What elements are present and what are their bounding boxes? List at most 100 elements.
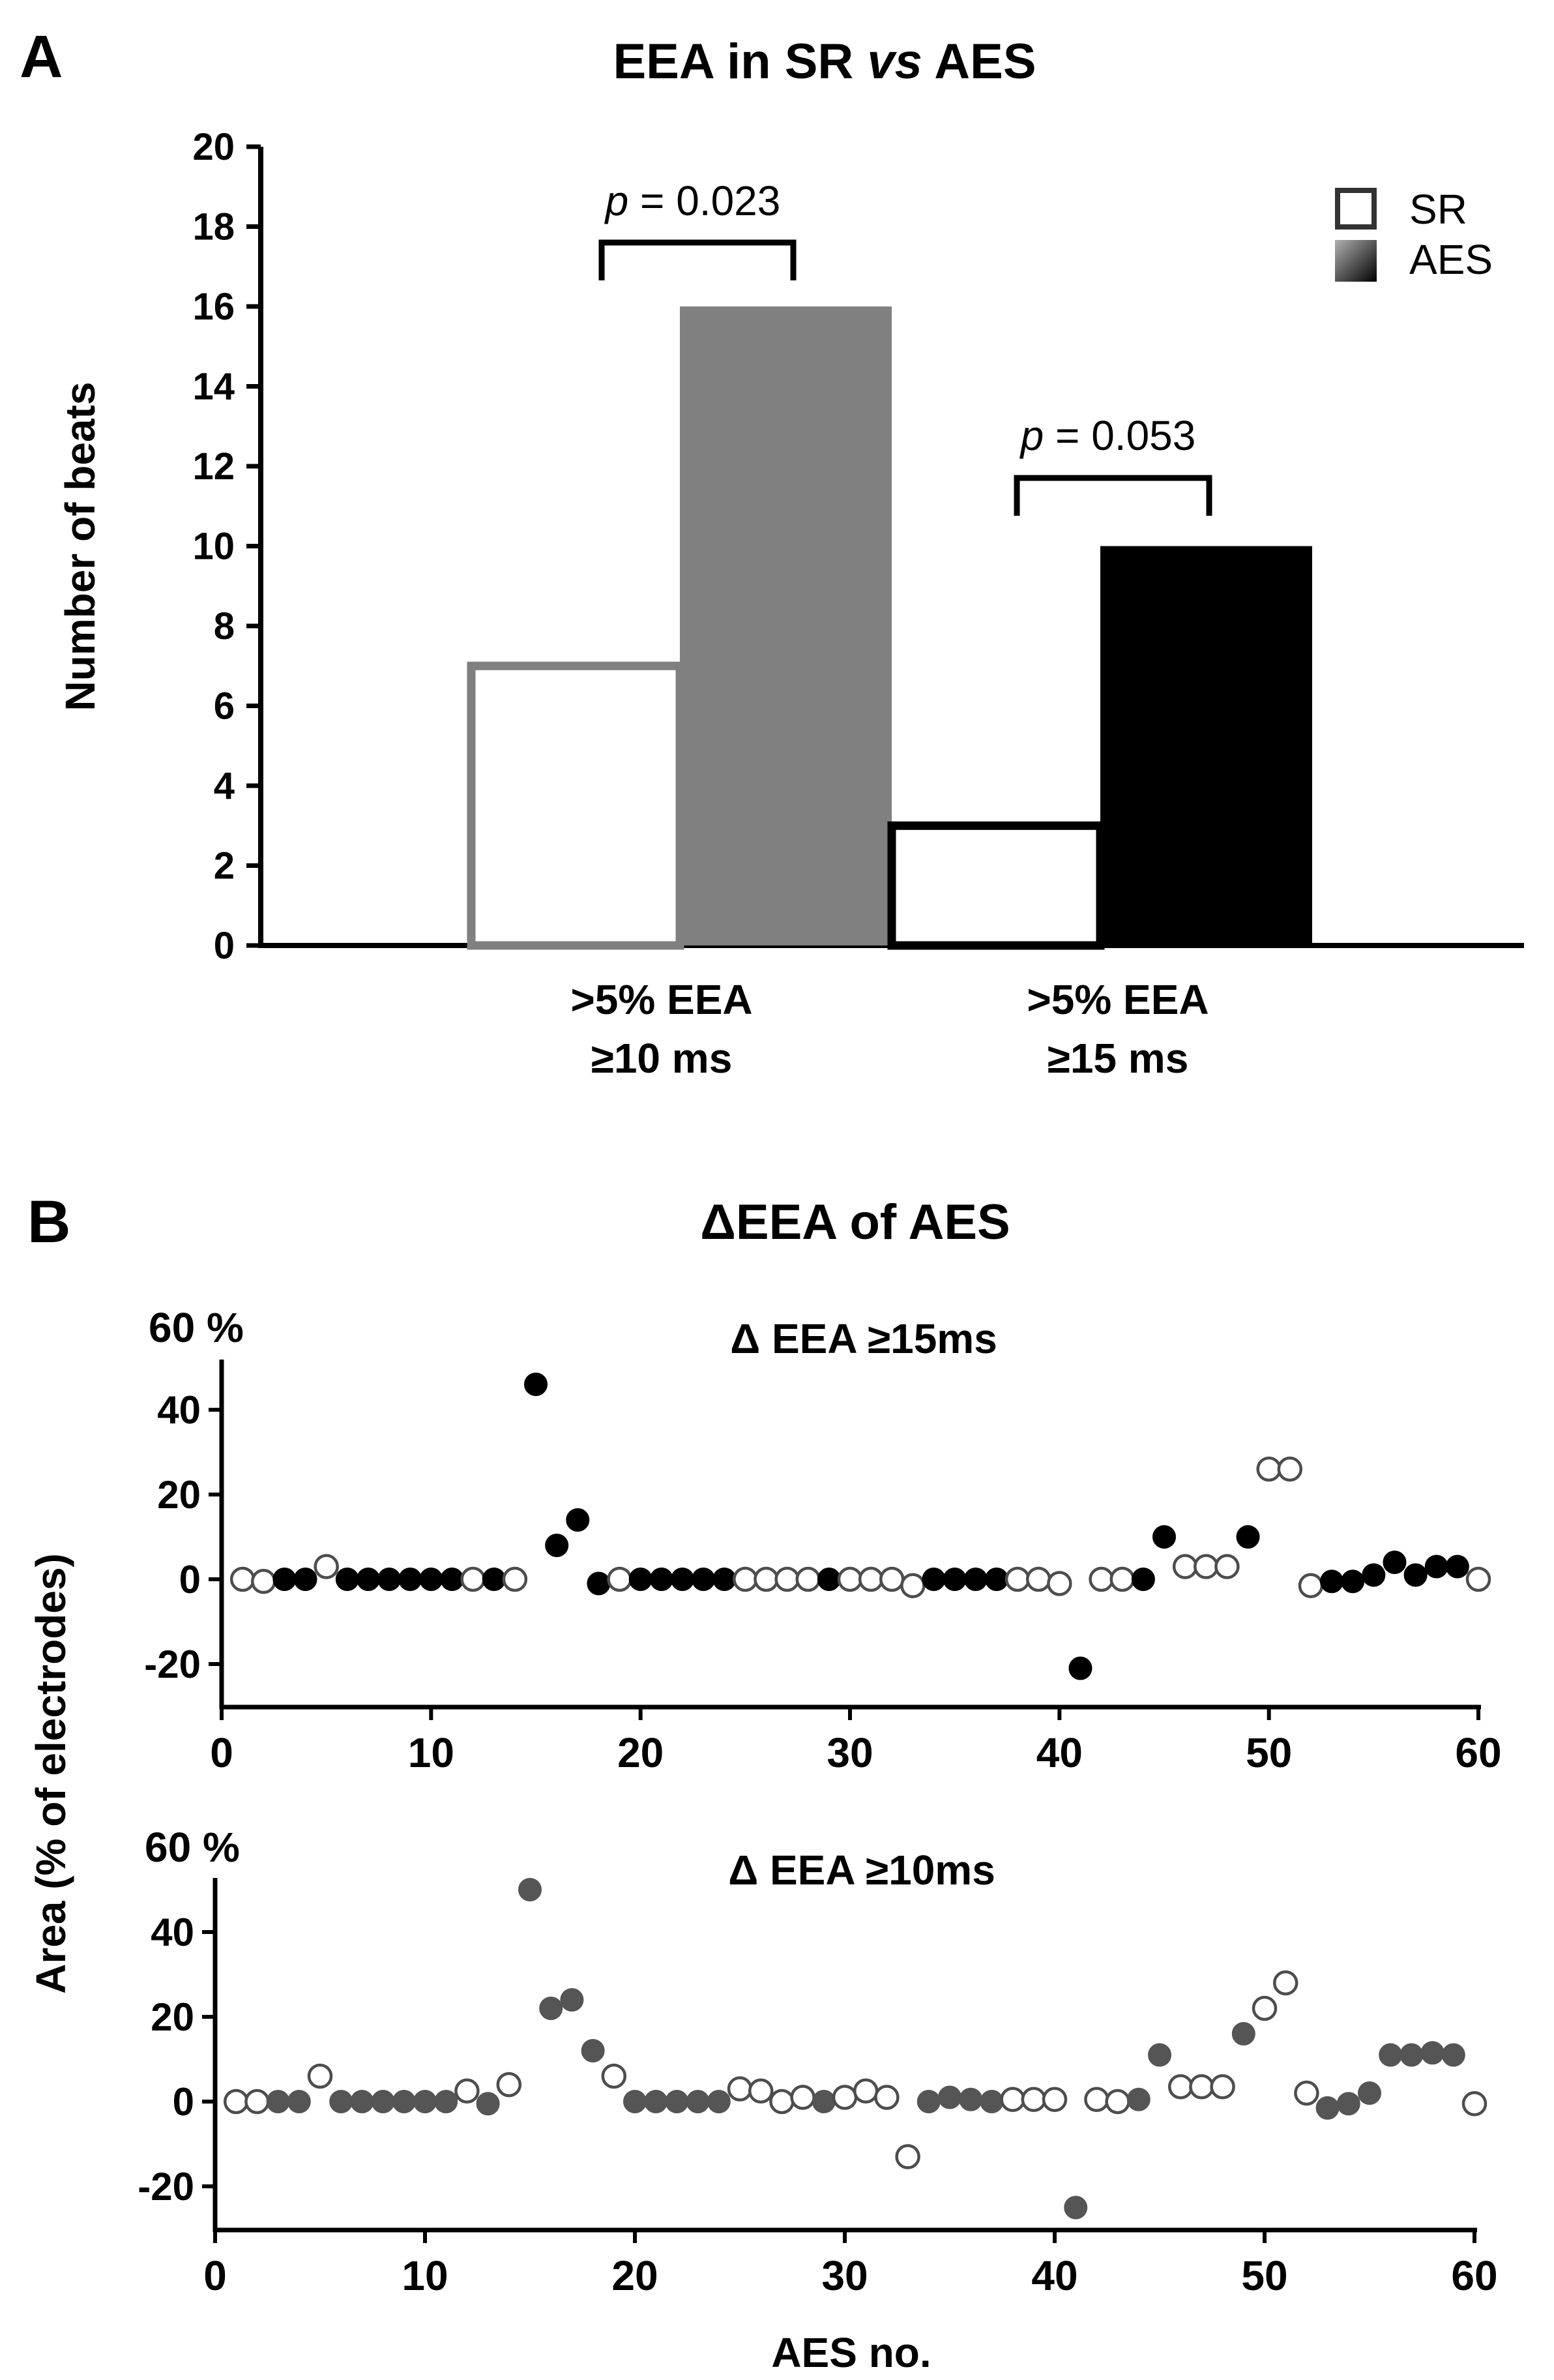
panel-b1-point [440, 1568, 464, 1591]
panel-b2-point [1189, 2074, 1214, 2100]
panel-b2-point [790, 2085, 815, 2110]
panel-b1-point [963, 1568, 988, 1591]
legend-swatch-sr [1335, 188, 1377, 230]
panel-b-x-axis-label: AES no. [771, 2329, 931, 2376]
p-value: = 0.053 [1044, 412, 1195, 459]
panel-b1-point [1068, 1656, 1092, 1680]
panel-b2-point [1272, 1970, 1298, 1996]
panel-b2-point [812, 2090, 836, 2113]
panel-b1-point [649, 1568, 673, 1591]
panel-a-title-vs: vs [867, 34, 922, 89]
panel-b2-point [413, 2090, 437, 2113]
panel-b2-point [1441, 2043, 1465, 2067]
panel-b2-point [1126, 2087, 1151, 2111]
panel-b2-point [1064, 2195, 1088, 2220]
panel-b1-points [229, 1373, 1491, 1680]
panel-b2-subtitle: Δ EEA ≥10ms [728, 1847, 995, 1894]
panel-b2-point [1021, 2087, 1047, 2112]
panel-b1-point [837, 1566, 863, 1592]
panel-b1-point [628, 1568, 652, 1591]
panel-b2-point [287, 2090, 311, 2113]
panel-a-title-post: AES [922, 34, 1036, 89]
bar-sr-1 [467, 661, 684, 950]
panel-b1-point [1152, 1525, 1176, 1549]
panel-b1-x-tick-label: 0 [210, 1729, 233, 1776]
significance-bracket-2 [1014, 475, 1212, 516]
panel-a-y-tick-label: 2 [214, 845, 235, 887]
panel-b1-x-tick-label: 40 [1036, 1729, 1083, 1776]
panel-b2-point [1231, 2022, 1255, 2045]
panel-b1-point [1424, 1554, 1448, 1579]
panel-a-letter: A [20, 23, 63, 90]
panel-b1-point [1445, 1554, 1469, 1579]
panel-b1-point [774, 1566, 800, 1592]
panel-b1-point [419, 1568, 443, 1591]
significance-bracket-1 [598, 239, 797, 280]
panel-b2-point [434, 2090, 458, 2113]
panel-b1-point [1341, 1569, 1365, 1594]
panel-b1-point [1383, 1551, 1407, 1574]
panel-b1-point [1089, 1566, 1114, 1592]
panel-b2-point [539, 1997, 563, 2020]
panel-b2-point [1084, 2087, 1109, 2112]
panel-b1-point [858, 1566, 884, 1592]
panel-a-axes: 0 2 4 6 8 10 12 14 16 18 20 >5% EEA ≥10 ms >5% EEA ≥15… [192, 126, 1524, 1082]
panel-b1-point [1214, 1554, 1240, 1579]
panel-b2-point [581, 2039, 605, 2062]
panel-b2-point [1294, 2080, 1319, 2106]
bar-aes-2 [1100, 546, 1312, 945]
panel-b1-point [314, 1554, 339, 1579]
panel-b2-point [1042, 2087, 1068, 2112]
panel-b1-point [524, 1373, 548, 1396]
panel-a-category-label-1: >5% EEA [570, 976, 752, 1023]
panel-b1-point [922, 1568, 946, 1591]
panel-b1-x-tick-label: 60 [1455, 1729, 1501, 1776]
panel-b2-point [938, 2085, 961, 2109]
panel-b1-point [1320, 1569, 1344, 1594]
panel-b1-point [229, 1566, 256, 1592]
panel-b2-point [1252, 1995, 1278, 2021]
panel-b2-x-tick-label: 20 [611, 2252, 658, 2299]
panel-b2-point [1420, 2041, 1444, 2065]
panel-a-y-tick-label: 12 [192, 445, 235, 488]
panel-b2-point [1315, 2096, 1340, 2120]
panel-b2-point [874, 2085, 900, 2110]
panel-a-y-tick-label: 20 [192, 126, 235, 168]
panel-b1-y-tick-label: 20 [157, 1473, 201, 1517]
panel-b1-point [1172, 1554, 1198, 1579]
panel-b1-point [293, 1568, 317, 1591]
panel-b2-point [959, 2087, 983, 2111]
panel-a-title-pre: EEA in SR [613, 34, 867, 89]
panel-b2-point [476, 2092, 500, 2116]
panel-b1-point [879, 1566, 905, 1592]
panel-b1-point [1194, 1554, 1219, 1579]
panel-b1-point [356, 1568, 380, 1591]
panel-b1-y-tick-label: 0 [179, 1558, 201, 1601]
panel-b1-point [1047, 1571, 1072, 1596]
panel-b2-point [392, 2090, 416, 2113]
panel-b2-point [266, 2090, 290, 2113]
panel-b1-point [1131, 1568, 1155, 1591]
panel-b1-point [1109, 1566, 1135, 1592]
panel-b2-point [853, 2078, 879, 2104]
panel-a-y-tick-label: 14 [192, 366, 235, 408]
panel-a-y-tick-label: 10 [192, 526, 235, 568]
panel-b1-point [1403, 1563, 1428, 1587]
panel-a-bars [467, 306, 1312, 950]
panel-b2-x-tick-label: 60 [1451, 2252, 1497, 2299]
panel-b2-point [644, 2090, 668, 2113]
p-value: = 0.023 [628, 177, 780, 224]
panel-b1-point [795, 1566, 821, 1592]
panel-b1-top-label: 60 % [149, 1304, 244, 1351]
panel-b2-x-tick-label: 30 [821, 2252, 868, 2299]
panel-b1-point [1277, 1456, 1303, 1482]
panel-b1-point [545, 1534, 569, 1557]
panel-b2-point [1148, 2043, 1171, 2067]
panel-a-y-tick-label: 16 [192, 286, 235, 328]
p-italic: p [1019, 412, 1044, 459]
panel-b2-x-tick-label: 10 [402, 2252, 448, 2299]
panel-b2-point [496, 2072, 522, 2098]
panel-b2-point [895, 2144, 920, 2169]
